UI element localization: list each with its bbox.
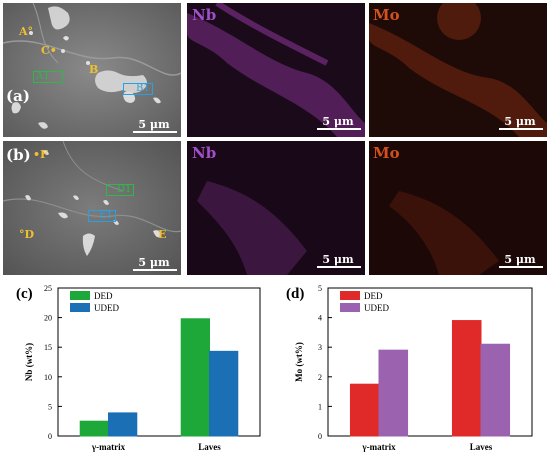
chart-d: (d) 0 1 2 3 4 5 Mo (wt%) γ-matrix Laves DED UDED (286, 284, 533, 452)
y-tick-label: 3 (318, 343, 322, 352)
marker-box-A1: A1 (33, 71, 63, 83)
marker-label-C: C• (41, 44, 57, 57)
legend-label-ded: DED (364, 291, 383, 301)
bar-ded-0 (349, 383, 380, 437)
legend-swatch-uded (70, 303, 90, 312)
marker-label-A: A° (19, 25, 34, 38)
panel-label-a: (a) (6, 87, 30, 105)
eds-map-a-nb (187, 3, 365, 137)
scale-line-b-mo (499, 266, 543, 268)
y-tick-label: 0 (318, 432, 322, 441)
marker-box-D1: D1 (106, 184, 135, 196)
marker-label-B: B (89, 63, 99, 76)
y-axis-label: Mo (wt%) (294, 342, 304, 382)
marker-label-D: °D (19, 228, 35, 241)
legend-label-uded: UDED (94, 303, 119, 313)
legend-swatch-ded (70, 291, 90, 300)
sem-image-b (3, 141, 181, 275)
panel-label-b: (b) (6, 146, 31, 164)
bar-ded-0 (79, 420, 110, 437)
y-tick-label: 4 (318, 314, 322, 323)
legend-label-ded: DED (94, 291, 113, 301)
plot-frame (327, 287, 533, 437)
scale-bar-a: 5 μm (138, 118, 170, 131)
bar-uded-1 (480, 343, 511, 437)
x-tick-label: γ-matrix (361, 442, 396, 452)
legend-swatch-uded (340, 303, 360, 312)
eds-map-b-mo (369, 141, 547, 275)
y-tick-label: 25 (44, 284, 52, 293)
y-tick-label: 5 (48, 402, 52, 411)
bar-uded-1 (209, 350, 239, 437)
y-tick-label: 10 (44, 373, 52, 382)
sem-image-a (3, 3, 181, 137)
scale-bar-b: 5 μm (138, 256, 170, 269)
eds-map-b-nb-label: Nb (192, 144, 217, 162)
marker-box-B1: B1 (123, 83, 153, 95)
y-axis-label: Nb (wt%) (24, 343, 34, 381)
y-tick-label: 15 (44, 343, 52, 352)
scale-line-b (133, 269, 177, 271)
x-tick-label: Laves (198, 442, 221, 452)
bar-ded-1 (180, 318, 211, 437)
eds-map-b-nb (187, 141, 365, 275)
x-tick-label: γ-matrix (91, 442, 126, 452)
scale-line-b-nb (317, 266, 361, 268)
y-tick-label: 5 (318, 284, 322, 293)
y-tick-label: 2 (318, 373, 322, 382)
scale-bar-a-nb: 5 μm (322, 115, 354, 128)
sem-b-markers: •F D1 E1 °D E (b) 5 μm (3, 141, 181, 275)
legend-label-uded: UDED (364, 303, 389, 313)
panel-label: (d) (286, 286, 304, 302)
sem-a-markers: A° C• B A1 B1 (a) 5 μm (3, 3, 181, 137)
panel-label: (c) (16, 286, 33, 302)
marker-label-F: •F (33, 148, 48, 161)
scale-bar-b-nb: 5 μm (322, 253, 354, 266)
y-tick-label: 1 (318, 402, 322, 411)
marker-box-E1: E1 (88, 210, 116, 222)
eds-map-b-mo-label: Mo (373, 144, 400, 162)
eds-map-a-mo (369, 3, 547, 137)
scale-line-a (133, 131, 177, 133)
scale-bar-a-mo: 5 μm (504, 115, 536, 128)
plot-frame (57, 287, 261, 437)
legend-swatch-ded (340, 291, 360, 300)
y-tick-label: 0 (48, 432, 52, 441)
x-tick-label: Laves (470, 442, 493, 452)
eds-map-a-mo-label: Mo (373, 6, 400, 24)
bar-uded-0 (108, 412, 138, 437)
bar-ded-1 (451, 320, 482, 437)
eds-map-a-nb-label: Nb (192, 6, 217, 24)
bar-uded-0 (378, 349, 409, 437)
marker-label-E: E (158, 228, 167, 241)
scale-bar-b-mo: 5 μm (504, 253, 536, 266)
y-tick-label: 20 (44, 314, 52, 323)
chart-c: (c) 0 5 10 15 20 25 Nb (wt%) γ-matrix Laves DED UDE… (16, 284, 261, 452)
scale-line-a-mo (499, 128, 543, 130)
scale-line-a-nb (317, 128, 361, 130)
